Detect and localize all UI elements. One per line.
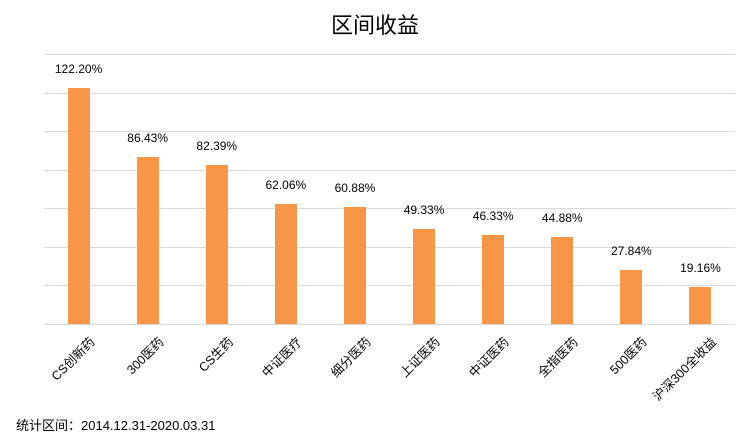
- bar[interactable]: [689, 287, 712, 324]
- gridline: [44, 246, 735, 248]
- gridline: [44, 92, 735, 94]
- category-label: 中证医疗: [259, 334, 305, 381]
- data-label: 46.33%: [472, 208, 514, 223]
- bar[interactable]: [551, 237, 574, 324]
- gridline: [44, 208, 735, 210]
- category-label: 全指医药: [535, 334, 581, 381]
- data-label: 86.43%: [127, 131, 168, 146]
- data-label: 49.33%: [403, 202, 445, 217]
- bar[interactable]: [67, 88, 90, 324]
- category-label: 沪深300全收益: [650, 334, 720, 404]
- bar[interactable]: [205, 165, 228, 324]
- data-label: 19.16%: [680, 261, 721, 276]
- bar[interactable]: [136, 157, 159, 324]
- bar[interactable]: [413, 228, 436, 324]
- category-label: 上证医药: [397, 334, 443, 381]
- data-label: 27.84%: [610, 244, 652, 259]
- gridline: [44, 285, 735, 287]
- data-label: 122.20%: [54, 62, 103, 77]
- category-label: 细分医药: [328, 334, 374, 381]
- gridline: [44, 131, 735, 133]
- category-label: CS创新药: [48, 334, 98, 384]
- footnote: 统计区间：2014.12.31-2020.03.31: [16, 418, 216, 433]
- gridline: [44, 54, 735, 55]
- plot-area: 122.20% 86.43% 82.39% 62.06% 60.88% 49.33% 46.…: [44, 54, 735, 325]
- category-label: 300医药: [123, 334, 167, 378]
- category-label: CS生药: [195, 334, 236, 375]
- x-axis-baseline: [44, 324, 735, 325]
- bar[interactable]: [343, 206, 366, 324]
- chart-title: 区间收益: [330, 14, 419, 39]
- data-label: 60.88%: [334, 180, 376, 195]
- gridline: [44, 169, 735, 171]
- bar[interactable]: [274, 204, 297, 324]
- data-label: 44.88%: [541, 211, 583, 226]
- category-label: 中证医药: [466, 334, 512, 381]
- bar[interactable]: [482, 234, 505, 324]
- data-label: 62.06%: [265, 178, 307, 193]
- bar[interactable]: [620, 270, 643, 324]
- category-label: 500医药: [607, 334, 650, 378]
- data-label: 82.39%: [196, 139, 238, 154]
